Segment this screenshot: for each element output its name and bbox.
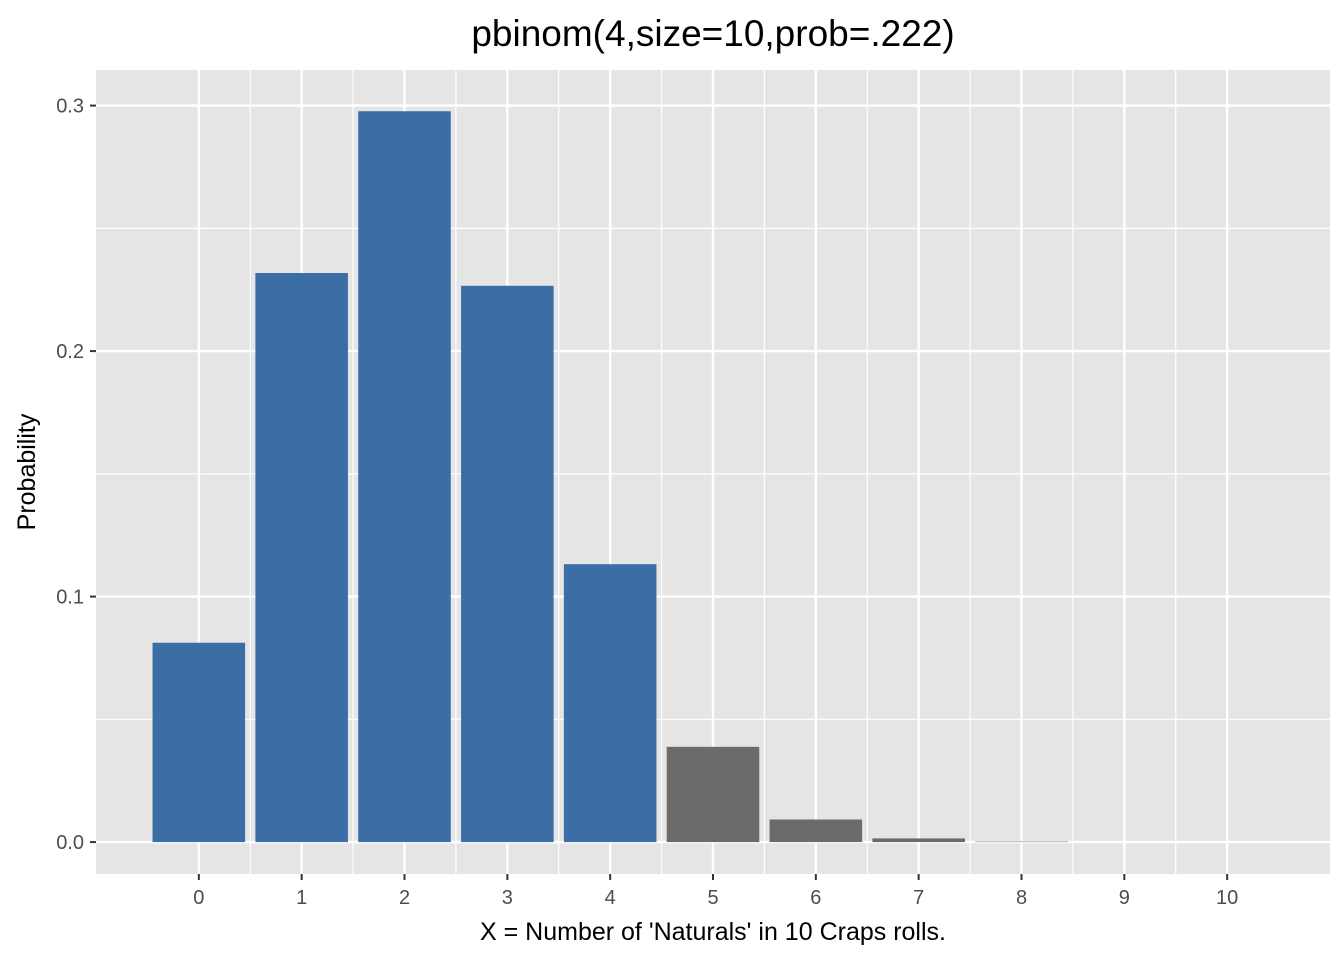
bar-4 [563, 564, 657, 843]
x-tick-label: 7 [913, 887, 924, 909]
y-axis-title: Probability [13, 413, 41, 530]
chart-title: pbinom(4,size=10,prob=.222) [471, 13, 954, 54]
y-tick-label: 0.0 [56, 832, 84, 854]
x-tick-label: 4 [605, 887, 616, 909]
bar-1 [255, 273, 348, 843]
bar-6 [769, 819, 863, 843]
x-axis-title: X = Number of 'Naturals' in 10 Craps rol… [480, 918, 946, 946]
bar-3 [461, 285, 554, 843]
x-axis: 0 1 2 3 4 5 6 7 8 9 10 [193, 874, 1238, 909]
x-tick-label: 9 [1119, 887, 1130, 909]
x-tick-label: 2 [399, 887, 410, 909]
y-tick-label: 0.2 [56, 341, 84, 363]
bar-5 [666, 746, 760, 843]
bar-0 [152, 642, 246, 843]
x-tick-label: 6 [810, 887, 821, 909]
bar-7 [872, 838, 965, 843]
x-tick-label: 10 [1216, 887, 1238, 909]
y-tick-label: 0.1 [56, 587, 84, 609]
bars [152, 111, 1274, 843]
y-tick-label: 0.3 [56, 96, 84, 118]
y-axis: 0.0 0.1 0.2 0.3 [56, 96, 96, 854]
x-tick-label: 8 [1016, 887, 1027, 909]
x-tick-label: 5 [707, 887, 718, 909]
x-tick-label: 0 [193, 887, 204, 909]
bar-2 [358, 111, 451, 843]
x-tick-label: 1 [296, 887, 307, 909]
x-tick-label: 3 [502, 887, 513, 909]
